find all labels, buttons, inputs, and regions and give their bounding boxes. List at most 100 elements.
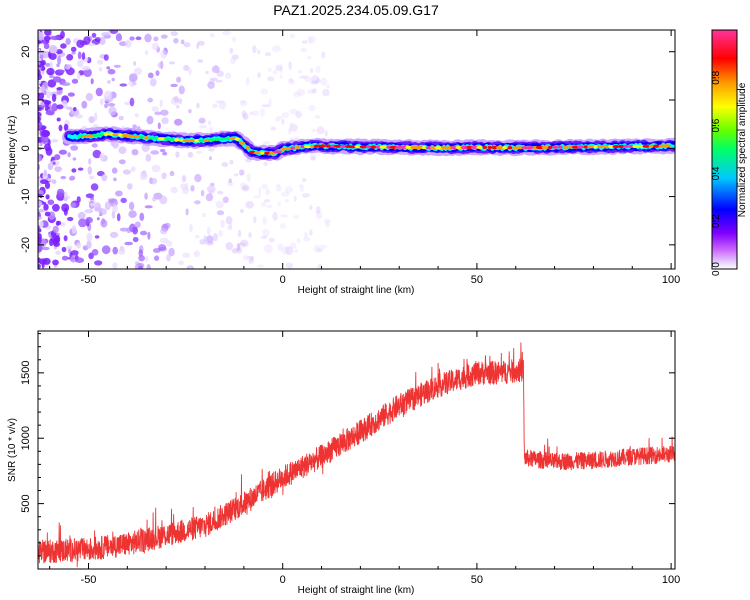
spectrogram-noise-blob — [285, 199, 289, 203]
spectrogram-noise-blob — [106, 80, 111, 84]
spectrogram-ticks: -50 0 50 100 -20 -10 0 10 20 — [20, 30, 680, 286]
spectrogram-noise-blob — [170, 83, 178, 88]
spectrogram-noise-blob — [96, 217, 100, 221]
spectrogram-noise-blob — [139, 173, 148, 181]
spectrogram-noise-blob — [311, 75, 320, 84]
spectrogram-noise-blob — [309, 152, 316, 161]
spectrogram-noise-blob — [199, 239, 206, 245]
spectrogram-noise-blob — [215, 79, 223, 83]
spectrogram-noise-blob — [174, 118, 183, 126]
spectrogram-noise-blob — [81, 100, 88, 109]
spectrogram-noise-blob — [218, 100, 227, 110]
spectrogram-ytick-label: -20 — [20, 237, 32, 253]
spectrogram-noise-blob — [237, 230, 242, 237]
spectrogram-noise-blob — [50, 35, 60, 41]
spectrogram-noise-blob — [81, 52, 86, 61]
spectrogram-ridge-peak — [628, 144, 634, 148]
spectrogram-noise-blob — [234, 173, 239, 177]
spectrogram-noise-blob — [216, 70, 224, 77]
spectrogram-noise-blob — [60, 30, 65, 39]
spectrogram-noise-blob — [178, 260, 184, 266]
snr-xlabel: Height of straight line (km) — [298, 585, 415, 596]
snr-xtick-label: 0 — [280, 574, 286, 586]
spectrogram-noise-blob — [194, 174, 202, 183]
spectrogram-ridge-peak — [313, 144, 323, 148]
spectrogram-noise-blob — [90, 183, 99, 191]
spectrogram-noise-blob — [45, 110, 55, 116]
spectrogram-noise-blob — [56, 117, 61, 122]
spectrogram-ridge-peak — [512, 146, 518, 150]
spectrogram-ridge-peak — [203, 138, 211, 142]
spectrogram-noise-blob — [89, 175, 95, 180]
spectrogram-noise-blob — [61, 255, 69, 261]
spectrogram-noise-blob — [260, 235, 268, 239]
spectrogram-ytick-label: 20 — [20, 46, 32, 58]
spectrogram-noise-blob — [128, 210, 137, 219]
spectrogram-noise-blob — [181, 175, 187, 183]
spectrogram-noise-blob — [38, 142, 41, 147]
spectrogram-noise-blob — [315, 65, 321, 74]
snr-chart: -50 0 50 100 500 1000 1500 Height of straight … — [7, 330, 680, 596]
spectrogram-noise-blob — [118, 115, 124, 121]
spectrogram-noise-blob — [111, 167, 118, 174]
spectrogram-noise-blob — [101, 174, 108, 182]
spectrogram-noise-blob — [307, 35, 316, 44]
spectrogram-noise-blob — [165, 240, 173, 247]
spectrogram-noise-blob — [131, 81, 137, 86]
spectrogram-noise-blob — [309, 204, 313, 211]
spectrogram-noise-blob — [63, 197, 68, 202]
spectrogram-noise-blob — [67, 152, 71, 158]
spectrogram-noise-blob — [265, 188, 271, 196]
spectrogram-ridge-peak — [446, 146, 452, 150]
spectrogram-noise-blob — [49, 75, 55, 79]
spectrogram-noise-blob — [257, 49, 261, 55]
spectrogram-noise-blob — [52, 76, 62, 83]
spectrogram-noise-blob — [288, 127, 292, 135]
spectrogram-noise-blob — [277, 243, 284, 252]
spectrogram-noise-blob — [76, 39, 85, 48]
spectrogram-noise-blob — [169, 170, 175, 177]
spectrogram-noise-blob — [159, 237, 169, 244]
spectrogram-noise-blob — [112, 204, 118, 213]
spectrogram-noise-blob — [254, 195, 261, 199]
spectrogram-noise-blob — [39, 220, 44, 228]
spectrogram-noise-blob — [194, 200, 201, 205]
spectrogram-noise-blob — [38, 73, 42, 81]
spectrogram-noise-blob — [310, 80, 319, 85]
spectrogram-noise-blob — [92, 149, 102, 159]
spectrogram-ridge-peak — [359, 145, 368, 149]
spectrogram-noise-blob — [315, 78, 321, 83]
spectrogram-noise-blob — [309, 229, 313, 236]
spectrogram-noise-blob — [315, 206, 321, 214]
spectrogram-noise-blob — [205, 71, 209, 75]
snr-ytick-label: 1500 — [20, 361, 32, 385]
spectrogram-noise-blob — [298, 184, 304, 188]
spectrogram-noise-blob — [153, 36, 159, 42]
spectrogram-noise-blob — [262, 141, 271, 145]
spectrogram-noise-blob — [145, 256, 149, 262]
spectrogram-ridge-peak — [295, 145, 301, 149]
spectrogram-noise-blob — [303, 232, 309, 239]
spectrogram-noise-blob — [173, 96, 179, 103]
spectrogram-noise-blob — [128, 201, 135, 211]
spectrogram-noise-blob — [66, 245, 73, 250]
spectrogram-noise-blob — [149, 177, 158, 185]
spectrogram-noise-blob — [38, 154, 42, 163]
spectrogram-noise-blob — [78, 218, 87, 228]
spectrogram-noise-blob — [42, 246, 50, 251]
spectrogram-ridge-peak — [214, 137, 220, 141]
spectrogram-noise-blob — [161, 117, 169, 125]
spectrogram-noise-blob — [147, 231, 151, 240]
spectrogram-noise-blob — [40, 60, 46, 66]
spectrogram-noise-blob — [276, 183, 281, 188]
spectrogram-noise-blob — [288, 61, 293, 71]
spectrogram-noise-blob — [304, 76, 312, 83]
spectrogram-noise-blob — [180, 183, 187, 190]
spectrogram-noise-blob — [127, 183, 133, 190]
spectrogram-ridge-peak — [601, 145, 611, 149]
spectrogram-noise-blob — [161, 172, 167, 180]
spectrogram-noise-blob — [237, 246, 243, 254]
spectrogram-noise-blob — [158, 244, 167, 251]
spectrogram-noise-blob — [159, 99, 163, 108]
spectrogram-noise-blob — [61, 203, 70, 212]
